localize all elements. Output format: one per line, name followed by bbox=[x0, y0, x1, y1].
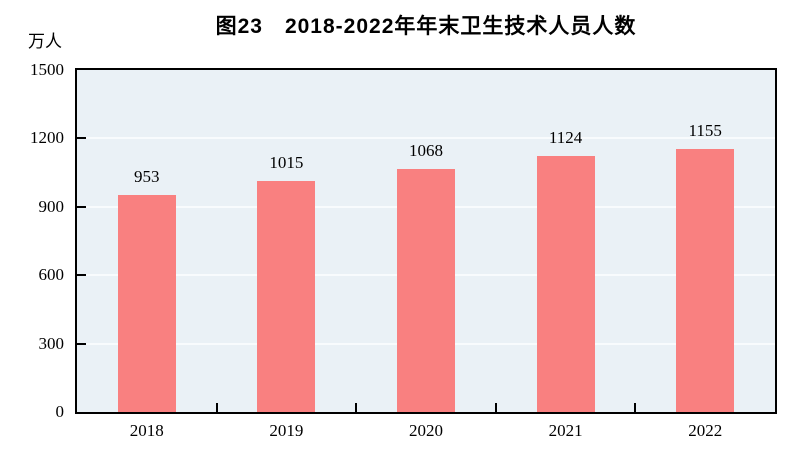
x-tick-label: 2022 bbox=[688, 421, 723, 440]
y-tick-label: 0 bbox=[55, 402, 65, 421]
bar-value-label: 953 bbox=[134, 166, 160, 186]
x-axis-tick bbox=[494, 403, 497, 412]
bar-2019 bbox=[257, 180, 316, 412]
y-axis-tick bbox=[77, 137, 86, 140]
bar-value-label: 1124 bbox=[548, 127, 583, 147]
plot-area: 953 1015 1068 1124 1155 bbox=[75, 68, 777, 414]
x-axis-tick bbox=[355, 403, 358, 412]
chart-title: 图23 2018-2022年年末卫生技术人员人数 bbox=[215, 15, 637, 38]
bar-value-label: 1068 bbox=[409, 140, 443, 160]
y-axis-tick bbox=[77, 342, 86, 345]
y-axis-unit-label: 万人 bbox=[28, 32, 62, 51]
y-tick-label: 1500 bbox=[30, 60, 64, 79]
x-axis-tick bbox=[634, 403, 637, 412]
y-axis-tick bbox=[77, 205, 86, 208]
y-tick-label: 1200 bbox=[30, 128, 64, 148]
y-tick-label: 900 bbox=[38, 196, 65, 216]
bar-value-label: 1155 bbox=[688, 120, 722, 140]
x-tick-label: 2021 bbox=[548, 421, 583, 440]
y-tick-label: 300 bbox=[38, 333, 65, 353]
bar-2020 bbox=[397, 168, 455, 412]
bar-2021 bbox=[536, 155, 595, 412]
bar-2018 bbox=[117, 194, 176, 412]
x-axis-tick bbox=[215, 403, 218, 412]
bar-2022 bbox=[676, 148, 735, 412]
x-tick-label: 2020 bbox=[409, 421, 443, 440]
x-tick-label: 2019 bbox=[269, 421, 304, 440]
x-tick-label: 2018 bbox=[129, 421, 164, 440]
y-tick-label: 600 bbox=[38, 265, 65, 285]
bar-value-label: 1015 bbox=[269, 152, 304, 172]
gridline bbox=[77, 137, 775, 140]
y-axis-tick bbox=[77, 274, 86, 277]
